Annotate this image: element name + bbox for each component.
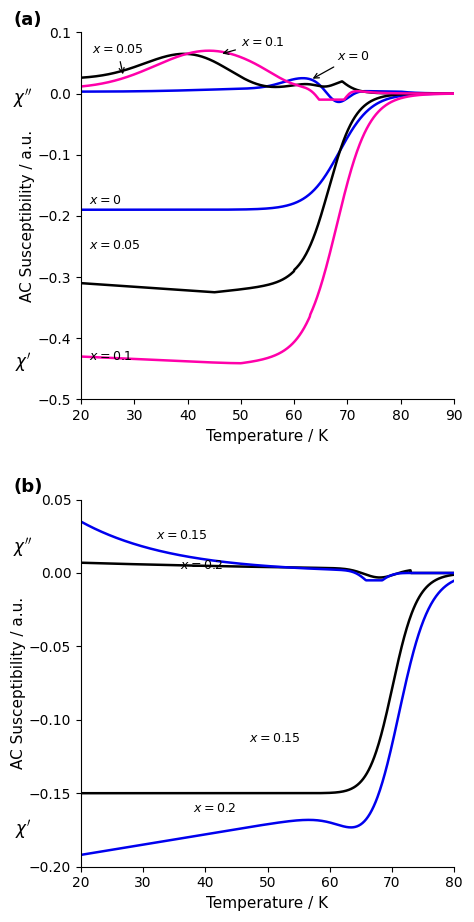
X-axis label: Temperature / K: Temperature / K xyxy=(207,429,328,443)
X-axis label: Temperature / K: Temperature / K xyxy=(207,896,328,911)
Text: $x = 0.05$: $x = 0.05$ xyxy=(89,240,141,253)
Text: (b): (b) xyxy=(14,478,43,496)
Text: $x = 0.05$: $x = 0.05$ xyxy=(91,43,144,73)
Text: $\chi'$: $\chi'$ xyxy=(15,351,31,374)
Text: $x = 0$: $x = 0$ xyxy=(314,50,369,78)
Text: $x = 0.1$: $x = 0.1$ xyxy=(224,36,284,54)
Text: $x = 0.15$: $x = 0.15$ xyxy=(249,732,301,745)
Text: $\chi'$: $\chi'$ xyxy=(15,819,31,842)
Y-axis label: AC Susceptibility / a.u.: AC Susceptibility / a.u. xyxy=(20,130,35,301)
Text: $x = 0.2$: $x = 0.2$ xyxy=(181,559,223,572)
Text: $\chi''$: $\chi''$ xyxy=(13,87,33,110)
Text: (a): (a) xyxy=(14,11,42,29)
Text: $x = 0.15$: $x = 0.15$ xyxy=(155,529,208,542)
Text: $x = 0.2$: $x = 0.2$ xyxy=(193,802,236,815)
Text: $x = 0$: $x = 0$ xyxy=(89,194,121,207)
Text: $\chi''$: $\chi''$ xyxy=(13,536,33,559)
Text: $x = 0.1$: $x = 0.1$ xyxy=(89,349,133,362)
Y-axis label: AC Susceptibility / a.u.: AC Susceptibility / a.u. xyxy=(11,597,26,769)
